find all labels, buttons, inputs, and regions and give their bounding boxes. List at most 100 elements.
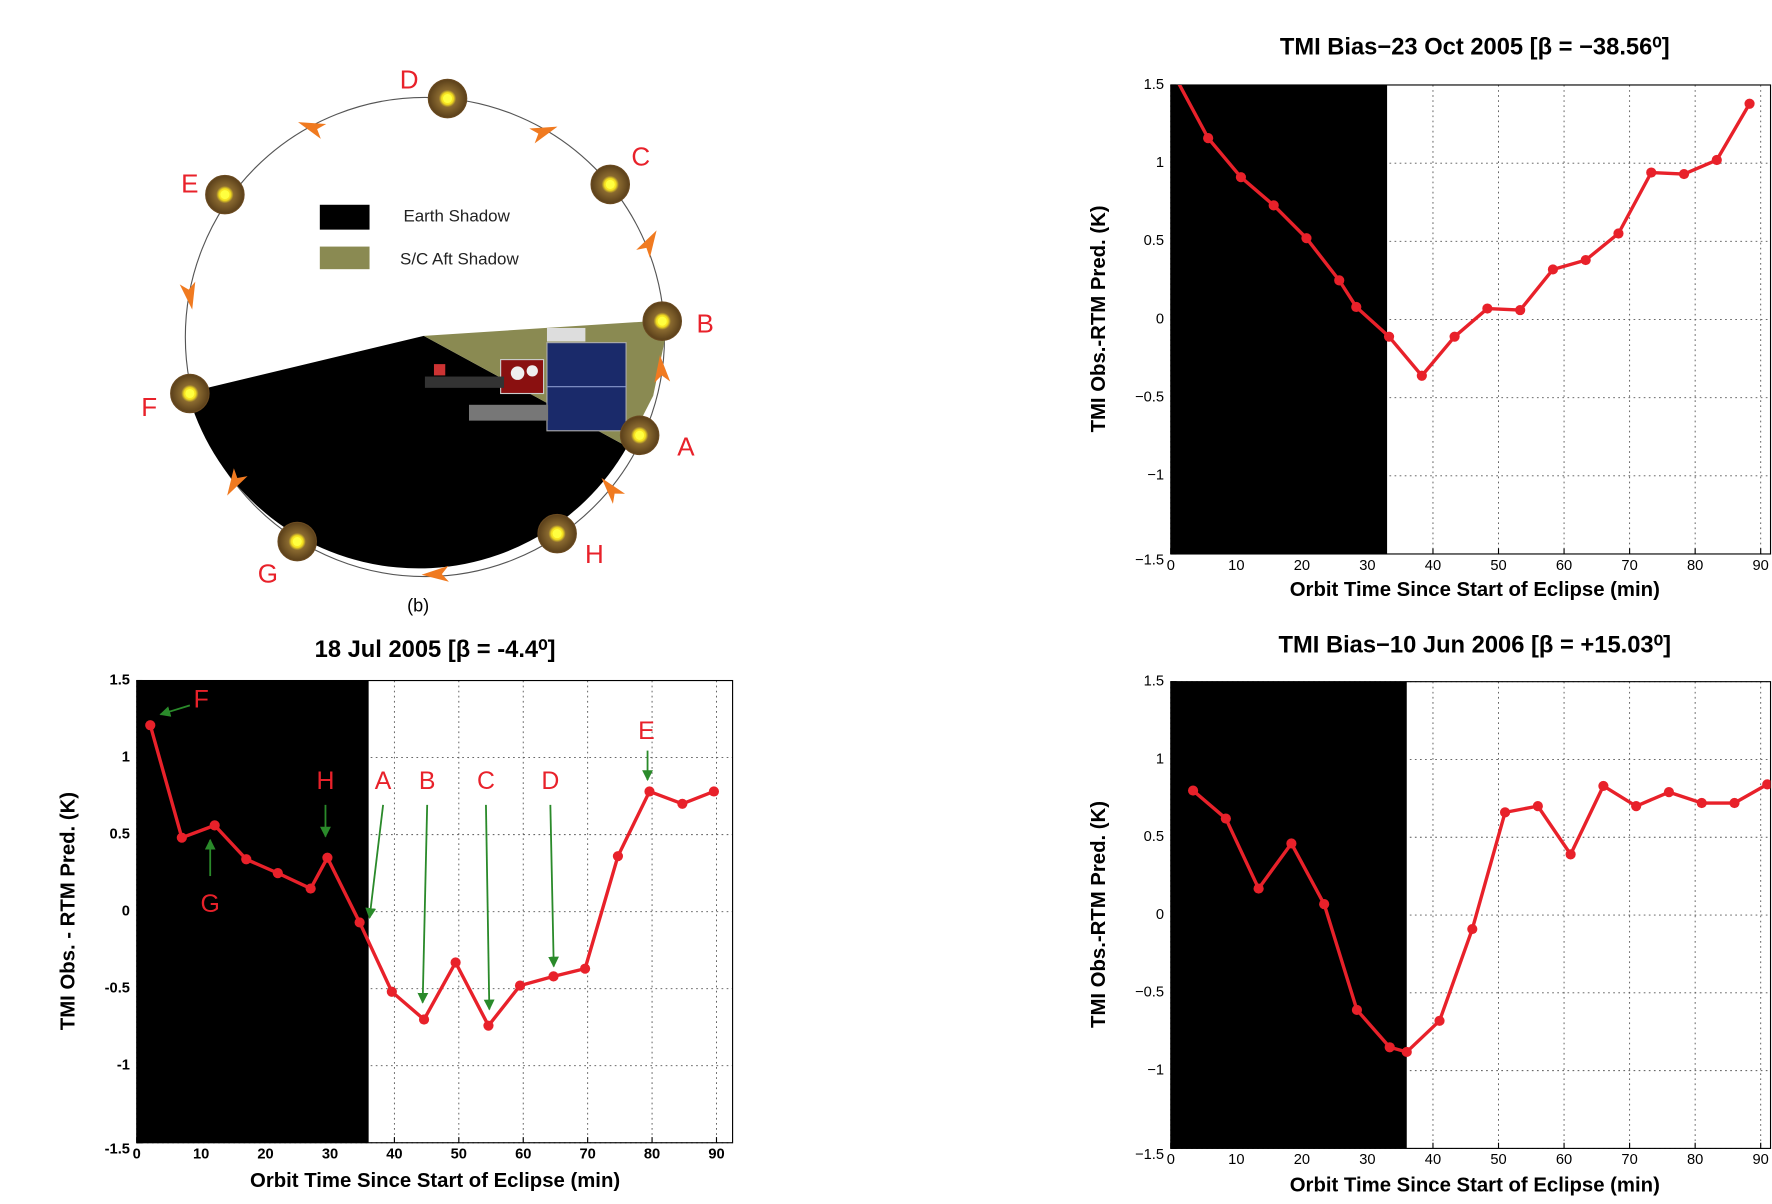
eclipse-shade [1170,681,1407,1149]
data-point [241,854,252,865]
data-point [1401,1046,1412,1058]
data-point [1319,899,1330,910]
data-point [1187,785,1199,796]
x-tick-label: 80 [1687,558,1703,574]
chart-title: TMI Bias−23 Oct 2005 [β = −38.56⁰] [1280,34,1670,60]
data-point [1235,172,1247,183]
data-point [1268,200,1279,211]
x-tick-label: 40 [1425,558,1441,574]
x-axis-label: Orbit Time Since Start of Eclipse (min) [250,1170,620,1192]
y-tick-label: -0.5 [105,981,130,997]
point-label: E [181,168,198,198]
point-label: H [585,539,604,569]
data-point [1744,98,1755,109]
data-point [1663,787,1675,798]
sc-part [546,327,586,342]
data-point [644,786,655,797]
y-tick-label: −1 [1147,1062,1164,1078]
data-point [176,832,187,843]
data-point [322,852,333,863]
x-tick-label: 30 [1359,1152,1375,1168]
data-point [1170,72,1180,82]
y-tick-label: 1.5 [1144,77,1164,93]
data-point [514,980,526,991]
caption: (b) [407,596,429,616]
orbit-arrow [179,281,196,310]
legend-swatch [319,246,370,270]
orbit-body-core [292,537,302,547]
orbit-body-core [605,179,615,189]
annotation: H [316,767,334,795]
orbit-arrow [227,468,248,496]
y-tick-label: 0.5 [110,826,130,842]
y-tick-label: -1.5 [105,1141,130,1157]
chart: 0 10 20 30 40 50 60 70 80 90 −1.5 −1 −0.5 0 0.5 1 1.5 TMI… [1088,632,1772,1196]
data-point [1515,305,1526,316]
orbit-body-core [443,94,453,104]
spacecraft [424,327,627,432]
annotation-arrow [159,704,191,717]
annotation: A [375,767,392,795]
data-point [579,963,591,974]
data-point [1696,797,1707,809]
annotation: F [194,685,209,713]
x-tick-label: 80 [644,1147,660,1163]
data-point [1762,779,1771,790]
eclipse-shade [136,680,369,1143]
annotation-arrow [365,804,385,919]
data-point [612,851,624,862]
x-tick-label: 0 [1167,1152,1175,1168]
y-tick-label: 1.5 [1144,674,1164,690]
annotation-arrow [417,804,429,1004]
chart-title: 18 Jul 2005 [β = -4.4⁰] [315,637,556,663]
orbit-arrow [636,230,657,258]
data-point [1499,807,1511,818]
y-tick-label: 0 [1156,907,1164,923]
x-tick-label: 20 [1294,1152,1310,1168]
x-tick-label: 70 [1621,558,1637,574]
data-point [1646,167,1657,178]
x-tick-label: 0 [1167,558,1175,574]
y-tick-label: −1.5 [1135,1147,1164,1163]
sc-boom [424,376,505,388]
data-point [1434,1015,1445,1026]
data-point [1467,923,1478,935]
data-point [1729,797,1740,809]
x-tick-label: 60 [1556,558,1572,574]
x-tick-label: 10 [1228,558,1244,574]
series [1187,779,1771,1058]
chart-title: TMI Bias−10 Jun 2006 [β = +15.03⁰] [1279,632,1671,658]
data-point [450,957,461,968]
y-axis-label: TMI Obs. - RTM Pred. (K) [58,792,80,1030]
y-axis-label: TMI Obs.-RTM Pred. (K) [1088,205,1110,432]
annotation-arrow [483,804,495,1011]
x-tick-label: 90 [1753,1152,1769,1168]
data-point [677,798,688,809]
data-point [386,986,397,997]
orbit-arrow [601,478,626,504]
y-tick-label: −1.5 [1135,553,1164,569]
legend-swatch [319,204,370,230]
x-tick-label: 70 [1621,1152,1637,1168]
data-point [1598,780,1609,791]
chart: 0 10 20 30 40 50 60 70 80 90 -1.5 -1 -0.5 0 0.5 1 1.5 18 … [58,637,734,1192]
data-point [1532,801,1543,812]
x-tick-label: 50 [451,1147,467,1163]
orbit-body-core [185,388,195,399]
sc-base [468,404,549,421]
point-label: G [258,558,278,588]
y-tick-label: 1 [1156,155,1164,171]
y-tick-label: 1 [122,749,130,765]
data-point [145,720,156,731]
y-tick-label: −0.5 [1135,390,1164,406]
data-point [1482,303,1493,314]
x-tick-label: 10 [1228,1152,1244,1168]
eclipse-shade [1170,84,1388,554]
data-point [1334,275,1345,286]
data-point [1416,370,1427,381]
orbit-body-core [657,316,667,326]
point-label: B [697,309,714,339]
legend-label: Earth Shadow [403,207,510,226]
x-tick-label: 30 [1359,558,1375,574]
